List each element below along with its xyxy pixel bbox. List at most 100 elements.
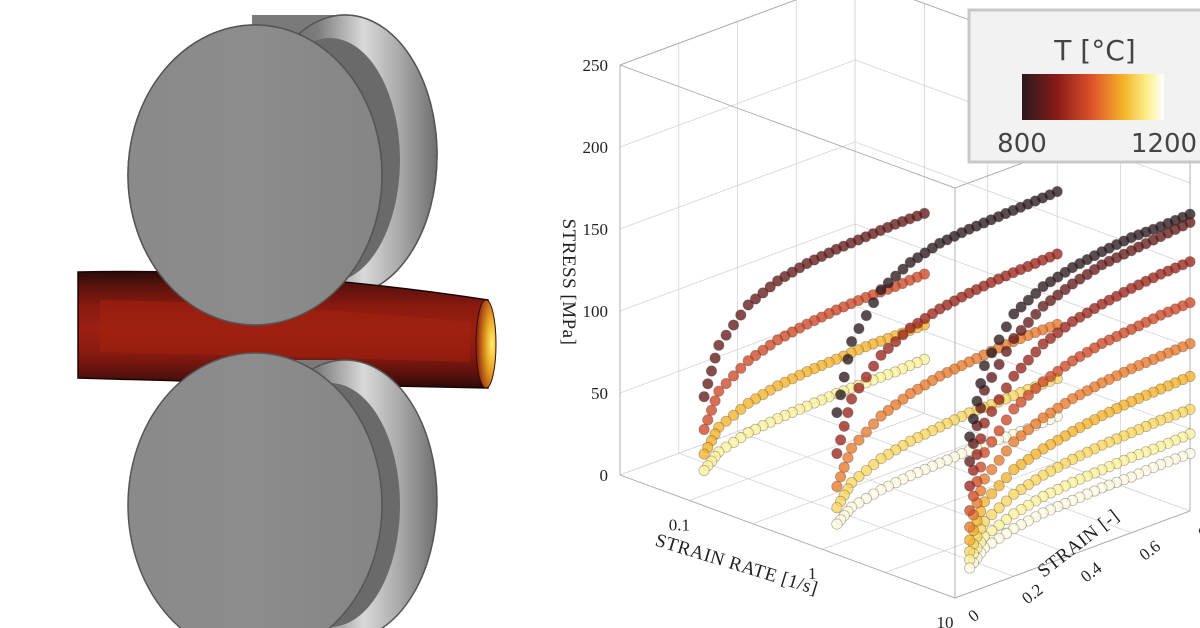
box-edge [619,64,956,189]
data-point [993,519,1005,531]
data-point [1000,472,1013,484]
back-wall-gridline [854,387,1191,512]
data-point [705,404,718,416]
data-point [1008,463,1020,476]
data-point [831,502,843,514]
y-tick-label: 0.2 [1018,580,1046,608]
z-tick-label: 150 [583,220,609,239]
data-point [986,463,998,476]
data-point [993,334,1005,346]
data-point [986,488,998,500]
data-point [742,397,754,409]
data-point [853,434,865,446]
data-point [1052,365,1064,377]
data-point [1044,370,1057,383]
floor-gridline [737,431,1073,555]
data-point [727,409,740,421]
y-tick-label: 0.6 [1136,536,1164,564]
data-point [993,480,1005,492]
data-point [1008,488,1020,500]
data-point [1000,513,1013,526]
data-point [1066,278,1079,290]
data-point [897,329,909,341]
data-point [720,329,732,341]
box-edge [619,474,956,599]
data-point [1059,283,1071,296]
data-point [993,502,1005,514]
data-point [867,458,880,471]
z-tick-label: 0 [600,466,609,485]
data-point [890,336,902,348]
box-edge [619,0,798,66]
data-point [890,270,902,282]
data-point [897,393,909,405]
data-point [867,297,880,309]
data-point [742,299,754,311]
data-point [860,371,872,383]
data-point [1000,445,1013,457]
data-point [971,448,983,461]
z-tick-label: 100 [583,302,609,321]
data-point [831,447,843,460]
data-point [897,263,909,275]
data-point [1030,474,1042,486]
z-tick-label: 50 [591,384,608,403]
data-point [1000,382,1013,394]
data-point [709,395,721,407]
data-point [842,452,854,464]
x-axis-label: STRAIN RATE [1/s] [653,530,821,599]
data-point [1096,259,1108,271]
data-point [1052,289,1064,301]
data-point [853,382,865,394]
data-point [971,395,983,407]
y-tick-label: 0.4 [1077,558,1106,586]
data-point [993,425,1005,437]
data-point [964,431,976,443]
data-point [986,371,998,383]
data-point [964,534,976,546]
data-point [1015,324,1027,336]
data-point [967,413,980,425]
data-point [993,532,1005,544]
data-point [727,319,740,331]
data-point [735,403,747,415]
z-axis-label: STRESS [MPa] [558,219,579,346]
data-point [860,426,872,438]
data-point [853,322,865,335]
colorbar-gradient [1022,74,1164,120]
data-point [1066,315,1079,328]
data-point [698,391,710,403]
data-point [875,452,887,465]
data-point [1030,418,1042,430]
x-tick-label: 1 [808,564,817,583]
data-point [1052,327,1064,339]
data-point [1022,354,1035,366]
data-point [890,399,902,411]
data-point [702,378,714,390]
data-point [964,521,976,533]
data-point [1044,332,1057,344]
data-point [875,349,887,361]
hot-workpiece-bar [77,270,497,389]
data-point [867,360,880,372]
data-point [1000,321,1013,333]
data-point [713,339,725,351]
data-point [1015,396,1027,408]
data-point [1044,276,1057,288]
data-point [709,352,721,364]
data-point [860,464,872,477]
data-point [771,334,784,346]
data-point [845,442,858,454]
data-point [1022,316,1035,328]
data-point [926,242,939,254]
data-point [742,355,754,367]
data-point [1015,362,1027,374]
data-point [771,275,784,287]
data-point [986,405,998,417]
data-point [1037,412,1049,424]
data-point [904,387,916,400]
data-point [904,322,916,334]
data-point [1008,370,1020,382]
data-point [831,480,843,492]
